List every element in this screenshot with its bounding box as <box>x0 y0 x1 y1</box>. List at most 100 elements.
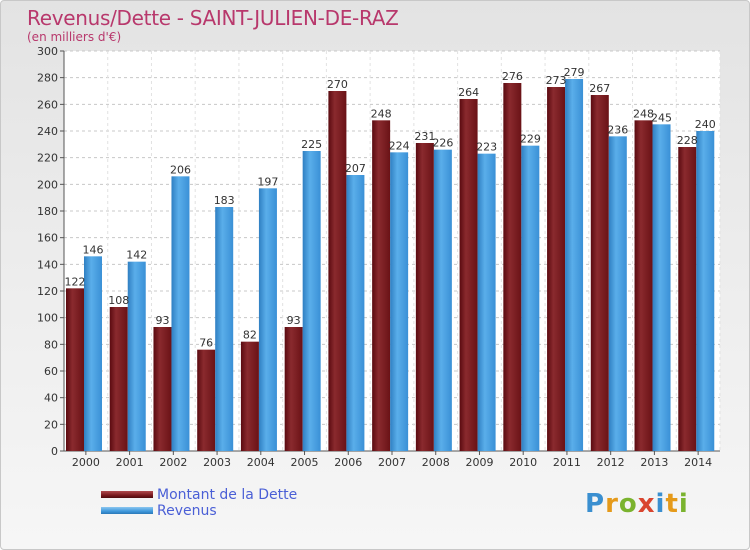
y-tick-label: 220 <box>37 152 58 165</box>
x-tick-label: 2000 <box>72 456 100 469</box>
bar-dette <box>678 147 697 451</box>
value-label-dette: 76 <box>199 337 213 350</box>
legend-label-revenus: Revenus <box>157 503 217 519</box>
value-label-revenus: 197 <box>257 175 278 188</box>
bar-revenus <box>652 124 671 451</box>
bar-revenus <box>433 149 452 451</box>
logo-letter: o <box>618 489 638 519</box>
y-tick-label: 0 <box>51 445 58 458</box>
x-tick-label: 2004 <box>247 456 275 469</box>
bar-revenus <box>565 79 584 451</box>
value-label-dette: 276 <box>502 70 523 83</box>
y-tick-label: 180 <box>37 205 58 218</box>
value-label-dette: 82 <box>243 329 257 342</box>
value-label-revenus: 229 <box>520 133 541 146</box>
bar-revenus <box>477 153 496 451</box>
logo-letter: i <box>655 489 666 519</box>
value-label-dette: 93 <box>155 314 169 327</box>
x-tick-label: 2006 <box>334 456 362 469</box>
y-tick-label: 140 <box>37 258 58 271</box>
bar-dette <box>109 307 128 451</box>
bar-revenus <box>346 175 365 451</box>
value-label-dette: 108 <box>108 294 129 307</box>
x-tick-label: 2014 <box>684 456 712 469</box>
value-label-dette: 231 <box>414 130 435 143</box>
chart-title: Revenus/Dette - SAINT-JULIEN-DE-RAZ <box>27 6 399 30</box>
bar-dette <box>590 95 609 451</box>
y-tick-label: 260 <box>37 98 58 111</box>
y-tick-label: 300 <box>37 45 58 58</box>
x-tick-label: 2008 <box>422 456 450 469</box>
bar-revenus <box>258 188 277 452</box>
legend-swatch-revenus <box>101 507 153 514</box>
value-label-dette: 273 <box>546 74 567 87</box>
logo-letter: x <box>637 489 656 519</box>
bar-dette <box>634 120 653 451</box>
y-tick-label: 80 <box>44 338 58 351</box>
y-tick-label: 280 <box>37 72 58 85</box>
bar-revenus <box>127 261 146 451</box>
y-tick-label: 240 <box>37 125 58 138</box>
bar-dette <box>415 143 434 451</box>
logo-letter: t <box>665 489 679 519</box>
bar-dette <box>197 349 216 451</box>
legend-label-dette: Montant de la Dette <box>157 487 298 503</box>
y-tick-label: 60 <box>44 365 58 378</box>
chart-subtitle: (en milliers d'€) <box>27 30 122 44</box>
bar-dette <box>459 99 478 451</box>
bar-revenus <box>390 152 409 452</box>
value-label-revenus: 183 <box>214 194 235 207</box>
bar-revenus <box>171 176 190 452</box>
bar-revenus <box>302 151 321 451</box>
value-label-revenus: 226 <box>432 137 453 150</box>
value-label-dette: 270 <box>327 78 348 91</box>
value-label-dette: 264 <box>458 86 479 99</box>
x-tick-label: 2010 <box>509 456 537 469</box>
value-label-revenus: 279 <box>564 66 585 79</box>
bar-dette <box>66 288 84 451</box>
value-label-dette: 93 <box>287 314 301 327</box>
value-label-revenus: 240 <box>695 118 716 131</box>
bar-dette <box>547 87 566 451</box>
value-label-dette: 248 <box>371 107 392 120</box>
bar-dette <box>328 91 347 451</box>
value-label-revenus: 223 <box>476 141 497 154</box>
x-tick-label: 2005 <box>291 456 319 469</box>
x-tick-label: 2012 <box>597 456 625 469</box>
y-tick-label: 20 <box>44 418 58 431</box>
bar-dette <box>240 341 259 451</box>
y-tick-label: 100 <box>37 312 58 325</box>
logo-letter: r <box>605 489 619 519</box>
x-tick-label: 2007 <box>378 456 406 469</box>
y-tick-label: 40 <box>44 392 58 405</box>
x-tick-label: 2011 <box>553 456 581 469</box>
value-label-revenus: 224 <box>389 139 410 152</box>
value-label-revenus: 225 <box>301 138 322 151</box>
value-label-dette: 248 <box>633 107 654 120</box>
x-tick-label: 2001 <box>116 456 144 469</box>
bar-revenus <box>84 256 102 451</box>
bar-dette <box>153 327 172 451</box>
logo-letter: i <box>678 489 689 519</box>
proxiti-logo: Proxiti <box>585 489 689 519</box>
bar-revenus <box>215 207 234 451</box>
x-tick-label: 2002 <box>159 456 187 469</box>
value-label-revenus: 207 <box>345 162 366 175</box>
value-label-revenus: 206 <box>170 163 191 176</box>
y-tick-label: 200 <box>37 178 58 191</box>
x-tick-label: 2009 <box>465 456 493 469</box>
value-label-dette: 228 <box>677 134 698 147</box>
legend-swatch-dette <box>101 491 153 498</box>
bar-dette <box>284 327 303 451</box>
value-label-dette: 267 <box>589 82 610 95</box>
bar-revenus <box>521 145 540 451</box>
value-label-dette: 122 <box>65 275 86 288</box>
value-label-revenus: 236 <box>607 123 628 136</box>
bar-revenus <box>608 136 627 452</box>
value-label-revenus: 142 <box>126 249 147 262</box>
logo-letter: P <box>585 489 606 519</box>
x-tick-label: 2003 <box>203 456 231 469</box>
value-label-revenus: 146 <box>83 243 104 256</box>
